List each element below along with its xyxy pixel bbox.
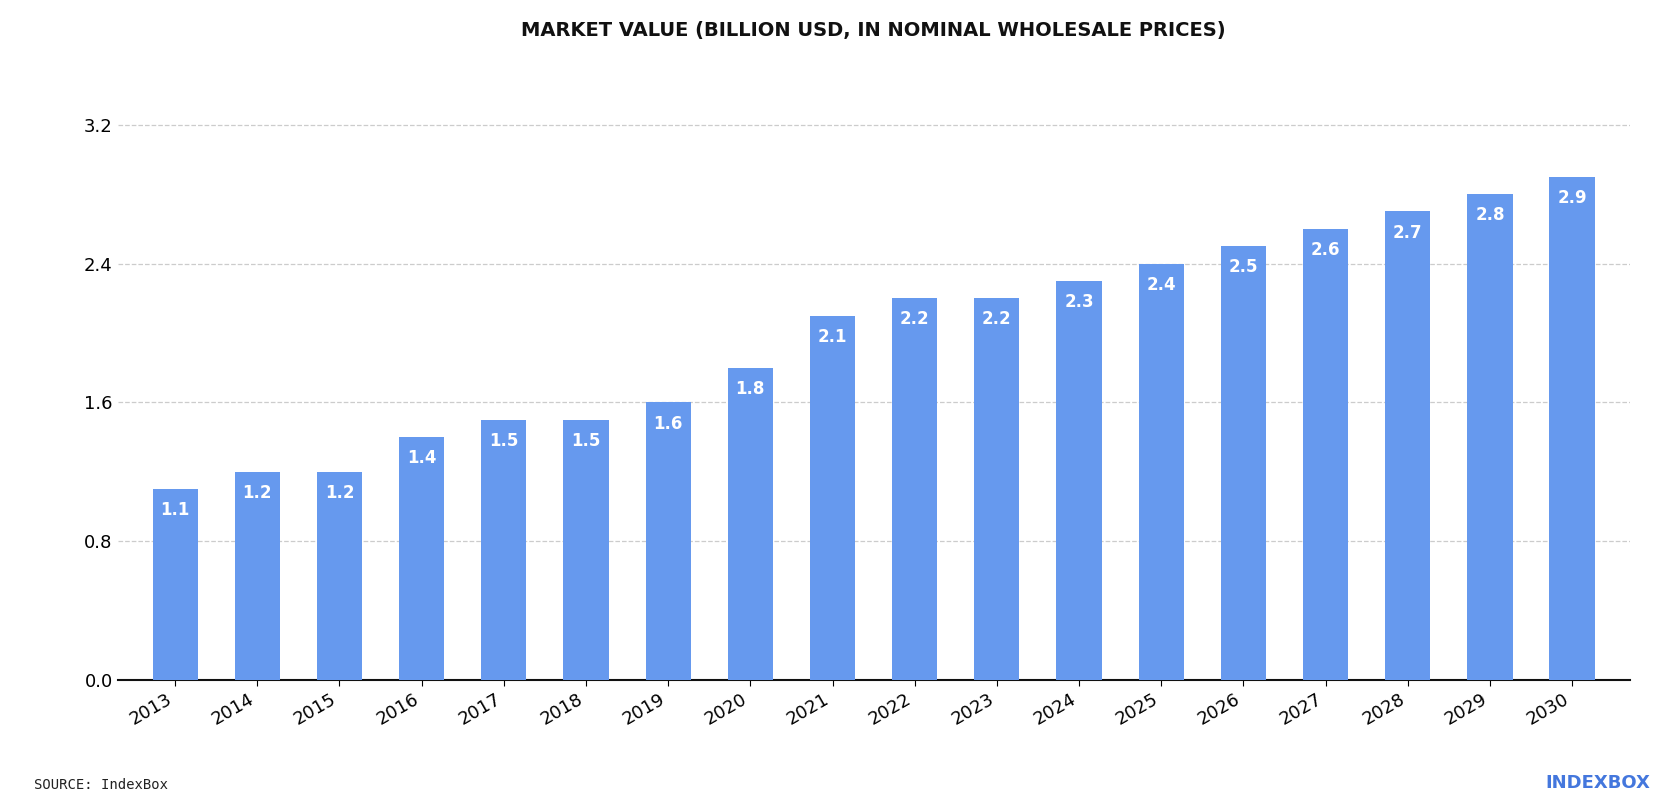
Bar (1467, 194, 1512, 680)
Title: MARKET VALUE (BILLION USD, IN NOMINAL WHOLESALE PRICES): MARKET VALUE (BILLION USD, IN NOMINAL WH… (521, 22, 1226, 40)
Text: 2.4: 2.4 (1146, 276, 1176, 294)
Bar (727, 368, 773, 680)
Text: 1.1: 1.1 (160, 502, 190, 519)
Text: 2.1: 2.1 (818, 328, 847, 346)
Bar (563, 420, 608, 680)
Bar (480, 420, 526, 680)
Bar (1384, 211, 1430, 680)
Bar (892, 298, 937, 680)
Text: 2.2: 2.2 (900, 310, 929, 328)
Bar (1304, 229, 1347, 680)
Text: 2.9: 2.9 (1557, 189, 1588, 207)
Text: 2.5: 2.5 (1228, 258, 1258, 276)
Bar (235, 472, 281, 680)
Text: 1.8: 1.8 (736, 380, 764, 398)
Bar (400, 437, 444, 680)
Bar (153, 489, 198, 680)
Text: 1.4: 1.4 (407, 450, 437, 467)
Text: 1.2: 1.2 (324, 484, 354, 502)
Text: 1.5: 1.5 (571, 432, 601, 450)
Text: 2.2: 2.2 (983, 310, 1011, 328)
Text: SOURCE: IndexBox: SOURCE: IndexBox (34, 778, 168, 792)
Bar (1221, 246, 1267, 680)
Text: 2.8: 2.8 (1475, 206, 1505, 224)
Text: 1.6: 1.6 (654, 414, 682, 433)
Text: 2.3: 2.3 (1063, 293, 1094, 311)
Bar (1549, 177, 1594, 680)
Bar (1139, 263, 1184, 680)
Text: 1.5: 1.5 (489, 432, 519, 450)
Bar (318, 472, 363, 680)
Text: 2.6: 2.6 (1310, 241, 1341, 259)
Bar (810, 316, 855, 680)
Bar (1057, 281, 1102, 680)
Bar (645, 402, 690, 680)
Bar (974, 298, 1020, 680)
Text: 2.7: 2.7 (1393, 224, 1423, 242)
Text: 1.2: 1.2 (242, 484, 272, 502)
Text: INDEXBOX: INDEXBOX (1546, 774, 1650, 792)
